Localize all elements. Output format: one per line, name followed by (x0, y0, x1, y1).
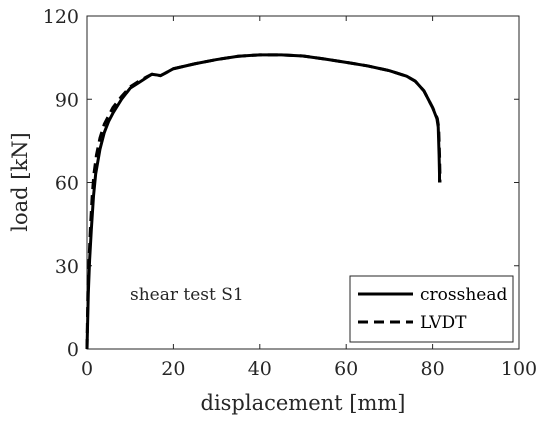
legend: crosshead LVDT (349, 275, 514, 343)
series-line-lvdt (85, 53, 442, 350)
x-tick-label: 40 (248, 358, 272, 380)
x-tick-label: 100 (501, 358, 537, 380)
x-tick-label: 20 (161, 358, 185, 380)
y-axis-label: load [kN] (8, 132, 32, 231)
x-tick-label: 80 (421, 358, 445, 380)
y-tick-label: 60 (55, 173, 79, 195)
axis-ticks: 0 20 40 60 80 100 0 30 60 90 120 (43, 6, 537, 380)
legend-box (349, 275, 514, 343)
y-tick-label: 120 (43, 6, 79, 28)
y-tick-label: 0 (67, 339, 79, 361)
x-tick-label: 0 (81, 358, 93, 380)
y-tick-label: 30 (55, 256, 79, 278)
legend-label-lvdt: LVDT (420, 313, 467, 333)
legend-label-crosshead: crosshead (420, 285, 507, 305)
x-axis-label: displacement [mm] (201, 391, 406, 415)
y-tick-label: 90 (55, 89, 79, 111)
x-tick-label: 60 (334, 358, 358, 380)
series-layer (85, 53, 442, 350)
annotation-label: shear test S1 (130, 285, 244, 305)
